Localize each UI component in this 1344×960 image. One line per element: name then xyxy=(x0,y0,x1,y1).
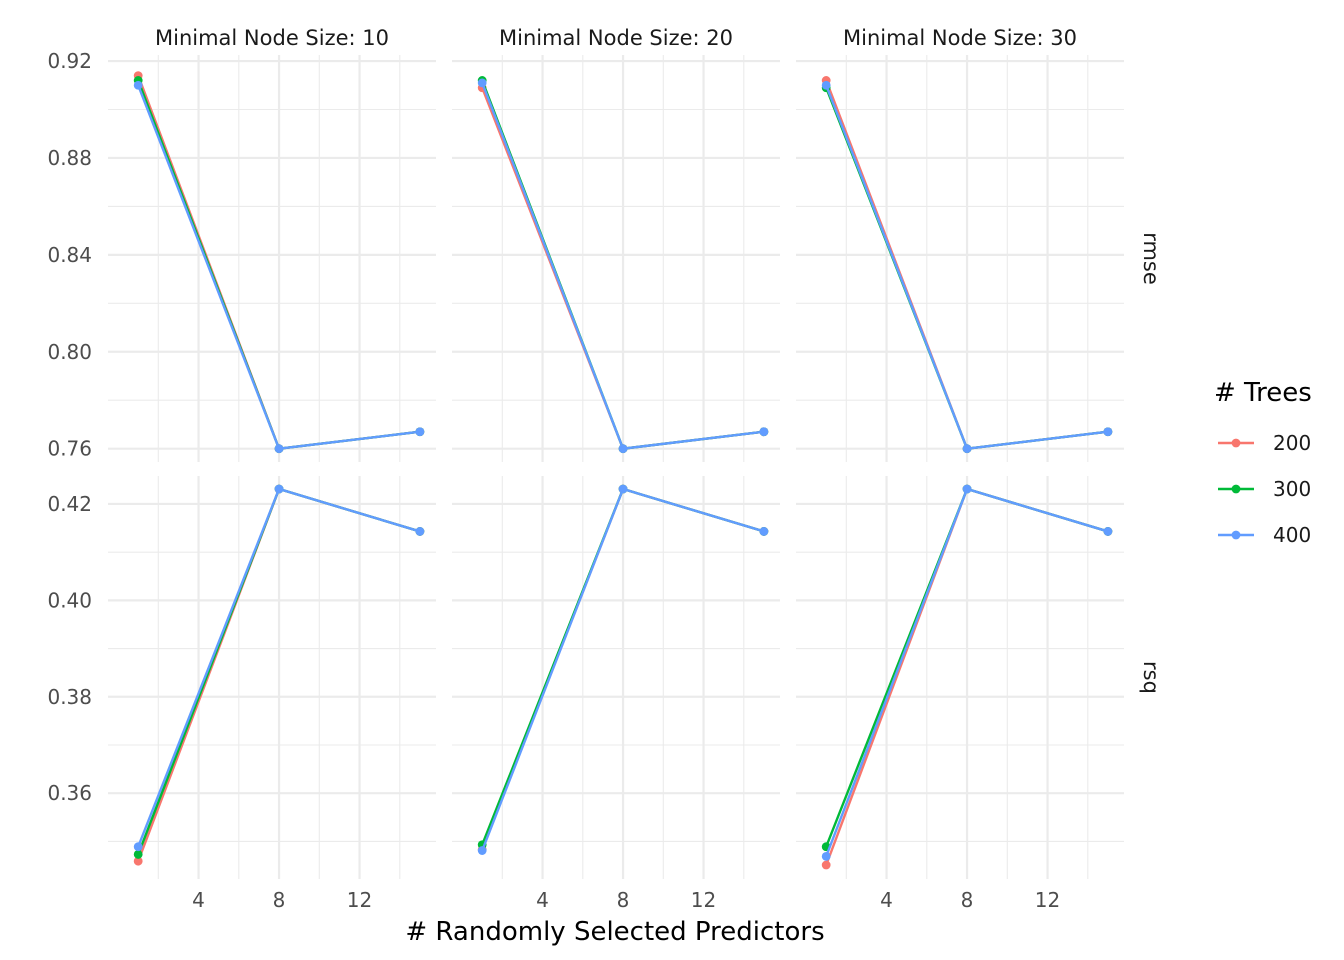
legend-title: # Trees xyxy=(1214,378,1312,408)
y-tick-label: 0.80 xyxy=(47,340,92,364)
legend-entry-200: 200 xyxy=(1218,431,1311,455)
panel-rmse-2 xyxy=(821,76,1113,454)
panel-grid-rmse-0 xyxy=(108,55,436,462)
x-tick-label: 4 xyxy=(192,888,205,912)
legend-label: 300 xyxy=(1273,477,1311,501)
panel-rsq-1 xyxy=(477,484,769,855)
data-point-400 xyxy=(962,484,972,494)
x-tick-label: 12 xyxy=(691,888,716,912)
x-tick-label: 12 xyxy=(347,888,372,912)
legend-label: 200 xyxy=(1273,431,1311,455)
y-tick-label: 0.88 xyxy=(47,146,92,170)
data-point-400 xyxy=(274,484,284,494)
legend-entries: 200 300 400 xyxy=(1218,431,1311,547)
labels-layer: Minimal Node Size: 10 Minimal Node Size: … xyxy=(47,26,1163,912)
data-point-400 xyxy=(133,842,143,852)
panel-rsq-0 xyxy=(133,484,425,866)
x-tick-label: 4 xyxy=(536,888,549,912)
data-point-400 xyxy=(133,80,143,90)
x-tick-label: 8 xyxy=(617,888,630,912)
data-point-400 xyxy=(759,527,769,536)
y-tick-label: 0.42 xyxy=(47,492,92,516)
data-point-300 xyxy=(133,850,143,859)
legend-key-point xyxy=(1231,484,1241,494)
data-point-200 xyxy=(133,856,143,866)
x-axis-title: # Randomly Selected Predictors xyxy=(405,917,824,947)
panels-layer xyxy=(108,55,1124,879)
panel-grid-rmse-2 xyxy=(796,55,1124,462)
y-tick-label: 0.92 xyxy=(47,49,92,73)
panel-rmse-0 xyxy=(133,71,425,454)
data-point-400 xyxy=(1103,427,1113,437)
data-point-400 xyxy=(618,484,628,494)
facet-row-label: rmse xyxy=(1139,232,1163,285)
facet-row-label: rsq xyxy=(1139,661,1163,694)
legend-key-point xyxy=(1231,438,1241,448)
data-point-400 xyxy=(477,846,487,855)
facet-column-label: Minimal Node Size: 20 xyxy=(499,26,733,50)
legend-key-point xyxy=(1231,530,1241,540)
y-tick-label: 0.38 xyxy=(47,685,92,709)
legend: # Trees 200 300 400 xyxy=(1214,378,1312,547)
data-point-400 xyxy=(477,78,487,88)
data-point-400 xyxy=(821,80,831,90)
data-point-400 xyxy=(759,427,769,437)
legend-entry-400: 400 xyxy=(1218,523,1311,547)
data-point-400 xyxy=(962,444,972,454)
y-tick-label: 0.84 xyxy=(47,243,92,267)
data-point-400 xyxy=(415,527,425,536)
data-point-400 xyxy=(618,444,628,454)
panel-grid-rsq-1 xyxy=(452,476,780,879)
data-point-400 xyxy=(274,444,284,454)
data-point-400 xyxy=(821,851,831,861)
data-point-400 xyxy=(1103,527,1113,536)
x-tick-label: 12 xyxy=(1035,888,1060,912)
x-tick-label: 4 xyxy=(880,888,893,912)
panel-rsq-2 xyxy=(821,484,1113,870)
y-tick-label: 0.36 xyxy=(47,781,92,805)
data-point-200 xyxy=(821,860,831,870)
panel-rmse-1 xyxy=(477,76,769,454)
facet-column-label: Minimal Node Size: 30 xyxy=(843,26,1077,50)
x-tick-label: 8 xyxy=(273,888,286,912)
panel-grid-rsq-0 xyxy=(108,476,436,879)
panel-grid-rsq-2 xyxy=(796,476,1124,879)
y-tick-label: 0.40 xyxy=(47,588,92,612)
facet-column-label: Minimal Node Size: 10 xyxy=(155,26,389,50)
legend-label: 400 xyxy=(1273,523,1311,547)
data-point-400 xyxy=(415,427,425,437)
panel-grid-rmse-1 xyxy=(452,55,780,462)
y-tick-label: 0.76 xyxy=(47,437,92,461)
x-tick-label: 8 xyxy=(961,888,974,912)
legend-entry-300: 300 xyxy=(1218,477,1311,501)
